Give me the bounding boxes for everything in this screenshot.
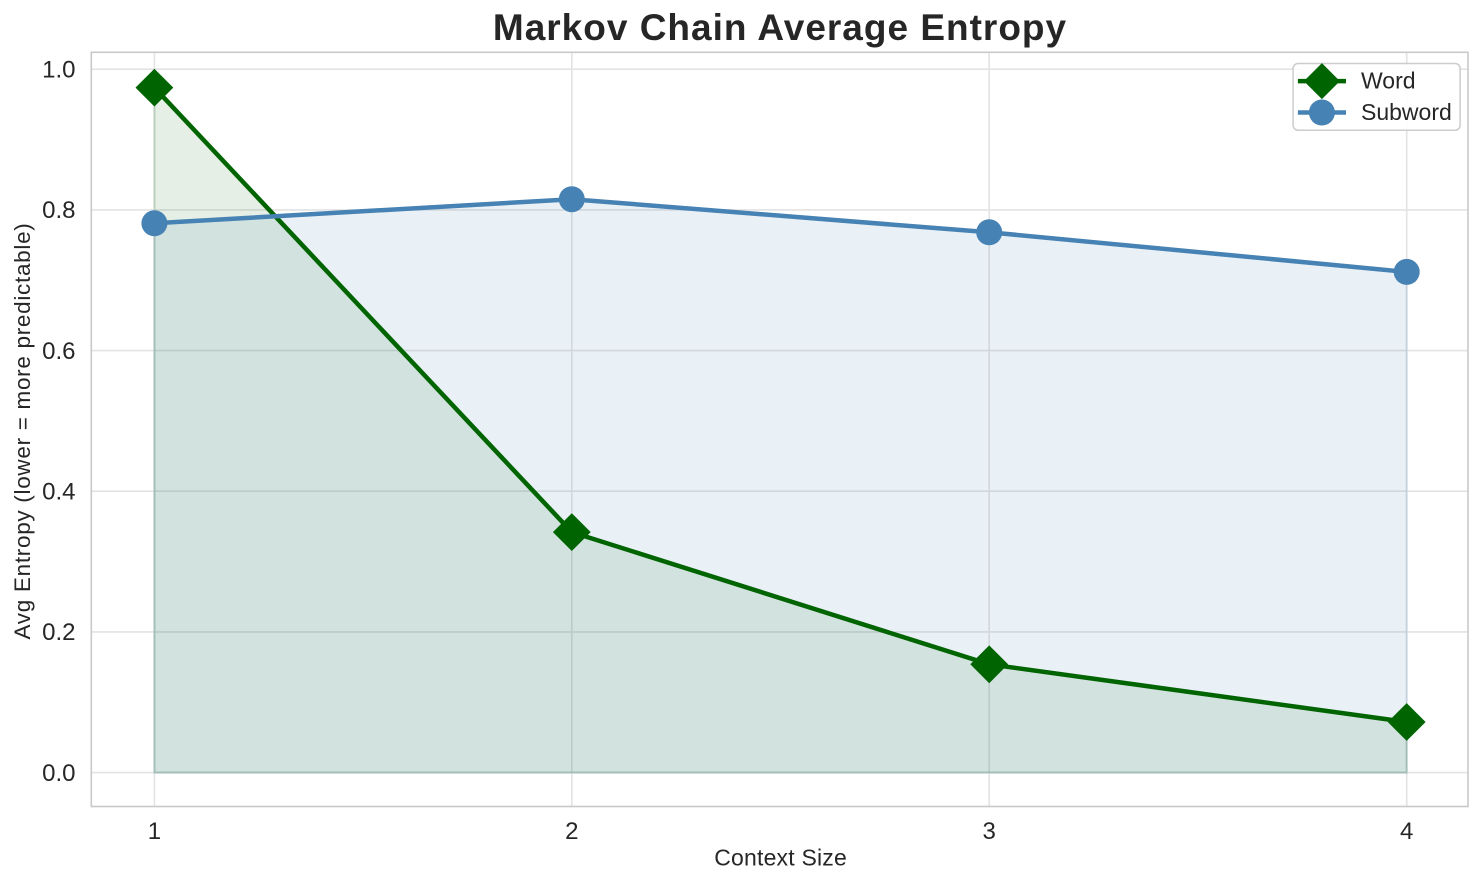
- svg-text:Avg Entropy (lower = more pred: Avg Entropy (lower = more predictable): [10, 223, 35, 640]
- svg-text:1: 1: [148, 818, 161, 845]
- svg-text:Markov Chain Average Entropy: Markov Chain Average Entropy: [493, 7, 1067, 48]
- svg-text:Word: Word: [1361, 68, 1416, 94]
- svg-text:Context Size: Context Size: [714, 845, 847, 871]
- svg-text:3: 3: [983, 818, 996, 845]
- svg-text:2: 2: [565, 818, 578, 845]
- svg-text:0.4: 0.4: [42, 479, 75, 506]
- svg-text:1.0: 1.0: [42, 57, 75, 84]
- svg-text:0.0: 0.0: [42, 760, 75, 787]
- svg-text:0.8: 0.8: [42, 197, 75, 224]
- svg-text:4: 4: [1400, 818, 1413, 845]
- svg-text:0.2: 0.2: [42, 619, 75, 646]
- svg-text:Subword: Subword: [1361, 99, 1452, 125]
- svg-text:0.6: 0.6: [42, 338, 75, 365]
